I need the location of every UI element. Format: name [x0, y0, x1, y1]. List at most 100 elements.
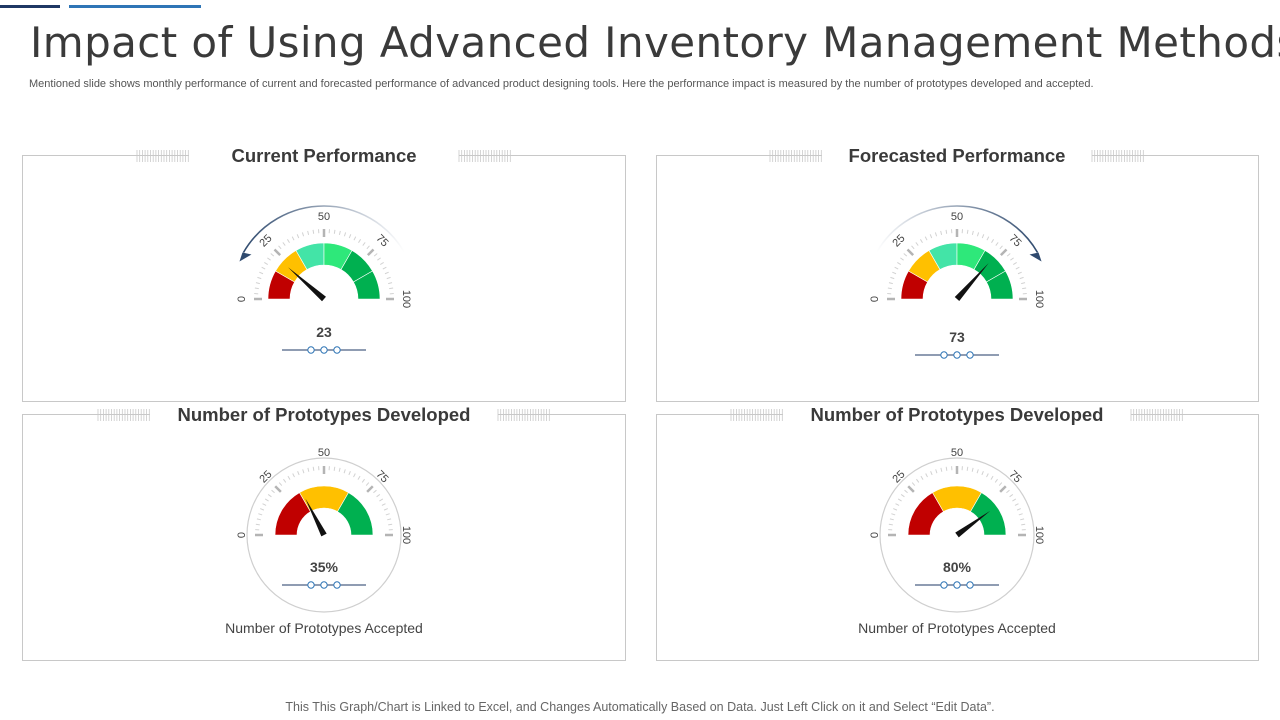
- tick-label: 100: [1033, 290, 1045, 308]
- gauge-value: 73: [949, 329, 965, 345]
- tick-label: 100: [400, 290, 412, 308]
- minor-tick: [1017, 271, 1022, 275]
- minor-tick: [924, 236, 928, 241]
- minor-tick: [976, 469, 979, 474]
- major-tick: [366, 248, 375, 257]
- minor-tick: [256, 518, 261, 521]
- minor-tick: [935, 469, 938, 474]
- minor-tick: [971, 230, 974, 235]
- minor-tick: [995, 242, 999, 246]
- tick-label: 25: [890, 232, 907, 249]
- minor-tick: [1019, 276, 1024, 280]
- minor-tick: [945, 466, 948, 471]
- minor-tick: [900, 257, 904, 261]
- gauge-panel-forecast[interactable]: Forecasted Performance 0 25 50 75 100 73: [656, 145, 1259, 402]
- minor-tick: [282, 242, 286, 246]
- gauge-svg: Current Performance 0 25 50 75 100 23: [136, 145, 511, 354]
- trend-arrowhead: [239, 252, 252, 262]
- underline-dot: [953, 581, 961, 589]
- minor-tick: [1022, 287, 1027, 290]
- page-title: Impact of Using Advanced Inventory Manag…: [30, 18, 1280, 67]
- tick-label: 25: [890, 468, 907, 485]
- minor-tick: [353, 236, 357, 241]
- major-tick: [273, 248, 282, 257]
- minor-tick: [1006, 253, 1011, 257]
- minor-tick: [999, 245, 1003, 250]
- minor-tick: [895, 503, 900, 506]
- minor-tick: [998, 482, 1003, 486]
- minor-tick: [278, 482, 283, 486]
- minor-tick: [911, 245, 915, 250]
- trend-arrow-decrease: [242, 205, 406, 253]
- minor-tick: [307, 467, 310, 472]
- minor-tick: [384, 271, 389, 275]
- underline-dot: [320, 346, 328, 354]
- minor-tick: [893, 508, 898, 511]
- minor-tick: [994, 478, 998, 483]
- minor-tick: [925, 473, 928, 478]
- tick-label: 25: [257, 468, 274, 485]
- minor-tick: [278, 245, 282, 250]
- minor-tick: [262, 503, 267, 506]
- minor-tick: [887, 287, 892, 290]
- tick-label: 50: [951, 447, 963, 459]
- minor-tick: [904, 489, 908, 494]
- title-mask: [189, 150, 459, 162]
- underline-dot: [307, 346, 315, 354]
- minor-tick: [986, 473, 989, 478]
- minor-tick: [966, 466, 969, 471]
- gauge-value: 80%: [943, 559, 972, 575]
- minor-tick: [920, 475, 924, 480]
- major-tick: [906, 248, 915, 257]
- tick-label: 75: [373, 232, 390, 249]
- tick-label: 25: [257, 232, 274, 249]
- minor-tick: [890, 276, 895, 280]
- major-tick: [999, 248, 1008, 257]
- minor-tick: [385, 513, 390, 516]
- underline-dot: [940, 581, 948, 589]
- minor-tick: [361, 478, 365, 483]
- top-accent-bar-blue: [69, 5, 201, 8]
- underline-dot: [940, 351, 948, 359]
- minor-tick: [888, 523, 893, 526]
- tick-label: 75: [1006, 468, 1023, 485]
- gauge-svg: Number of Prototypes Developed 0 25 50 75 100…: [97, 404, 550, 636]
- title-mask: [822, 150, 1092, 162]
- minor-tick: [338, 467, 341, 472]
- gauge-svg: Number of Prototypes Developed 0 25 50 75 100…: [730, 404, 1183, 636]
- minor-tick: [981, 471, 984, 476]
- minor-tick: [897, 261, 901, 265]
- minor-tick: [267, 494, 272, 498]
- underline-dot: [966, 581, 974, 589]
- gauge-panel-developed-35[interactable]: Number of Prototypes Developed 0 25 50 75 100…: [22, 404, 626, 661]
- top-accent-bar-dark: [0, 5, 60, 8]
- minor-tick: [343, 469, 346, 474]
- minor-tick: [357, 475, 361, 480]
- gauge-panel-developed-80[interactable]: Number of Prototypes Developed 0 25 50 75 100…: [656, 404, 1259, 661]
- minor-tick: [894, 266, 899, 270]
- gauge-value: 23: [316, 324, 332, 340]
- tick-label: 75: [373, 468, 390, 485]
- minor-tick: [991, 239, 995, 243]
- gauge-band-green: [970, 492, 1007, 536]
- minor-tick: [379, 498, 384, 502]
- minor-tick: [366, 245, 370, 250]
- minor-tick: [259, 271, 264, 275]
- minor-tick: [1012, 498, 1017, 502]
- minor-tick: [255, 523, 260, 526]
- minor-tick: [388, 282, 393, 285]
- gauge-title: Forecasted Performance: [849, 145, 1066, 166]
- gauge-needle: [305, 498, 327, 537]
- gauge-panel-current[interactable]: Current Performance 0 25 50 75 100 23: [22, 145, 626, 402]
- minor-tick: [930, 471, 933, 476]
- minor-tick: [283, 478, 287, 483]
- minor-tick: [389, 287, 394, 290]
- title-mask: [150, 409, 498, 421]
- underline-dot: [320, 581, 328, 589]
- minor-tick: [362, 242, 366, 246]
- minor-tick: [348, 471, 351, 476]
- gauge-svg: Forecasted Performance 0 25 50 75 100 73: [769, 145, 1144, 359]
- gauge-band-green: [353, 270, 381, 300]
- gauge-title: Number of Prototypes Developed: [178, 404, 471, 425]
- minor-tick: [990, 475, 994, 480]
